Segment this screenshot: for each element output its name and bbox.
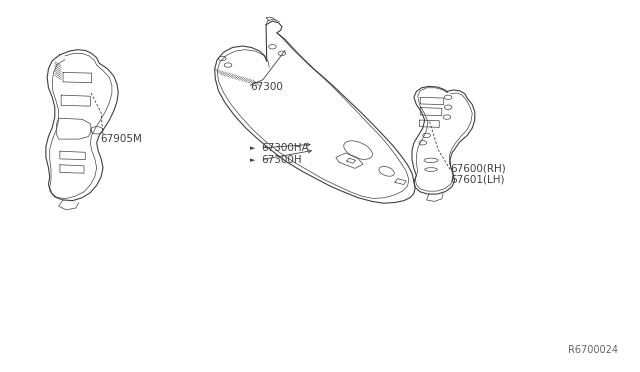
Text: 67905M: 67905M: [100, 134, 141, 144]
Text: 67300H: 67300H: [262, 155, 302, 165]
Text: ►: ►: [250, 157, 255, 163]
Text: 67600(RH): 67600(RH): [450, 163, 506, 173]
Text: 67300: 67300: [250, 82, 283, 92]
Text: 67300HA: 67300HA: [262, 143, 309, 153]
Text: ►: ►: [250, 145, 255, 151]
Text: R6700024: R6700024: [568, 344, 618, 355]
Text: 67601(LH): 67601(LH): [450, 174, 504, 185]
